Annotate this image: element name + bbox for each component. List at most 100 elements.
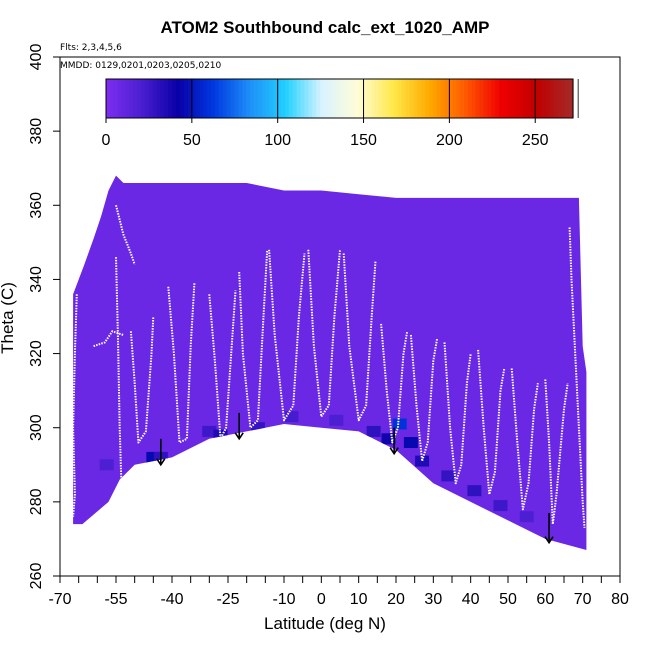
colorbar-swatch — [382, 79, 387, 118]
colorbar-swatch — [397, 79, 403, 118]
arrow-markers — [156, 412, 554, 545]
x-tick-label: 70 — [574, 591, 592, 608]
colorbar-swatch — [304, 79, 309, 118]
arrow-marker — [234, 412, 244, 441]
colorbar-swatch — [211, 79, 216, 118]
colorbar-tick-label: 250 — [522, 132, 549, 149]
colorbar-swatch — [393, 79, 399, 118]
colorbar-swatch — [152, 79, 158, 118]
colorbar-swatch — [327, 79, 333, 118]
colorbar-swatch — [343, 79, 348, 118]
colorbar-swatch — [557, 79, 562, 118]
colorbar-swatch — [191, 79, 197, 118]
colorbar-swatch — [510, 79, 516, 118]
colorbar-swatch — [506, 79, 512, 118]
heatmap-cell — [381, 433, 396, 445]
colorbar-swatch — [483, 79, 488, 118]
heatmap-cell — [441, 470, 456, 482]
colorbar-swatch — [355, 79, 360, 118]
colorbar-swatch — [467, 79, 473, 118]
colorbar-swatch — [432, 79, 438, 118]
heatmap-cell — [329, 414, 344, 426]
colorbar-swatch — [351, 79, 356, 118]
colorbar-swatch — [526, 79, 531, 118]
colorbar-swatch — [553, 79, 559, 118]
colorbar-swatch — [285, 79, 290, 118]
x-tick-label: -40 — [160, 591, 183, 608]
colorbar-swatch — [487, 79, 492, 118]
colorbar-swatch — [456, 79, 461, 118]
colorbar-swatch — [218, 79, 224, 118]
heatmap-cell — [493, 500, 508, 512]
colorbar-swatch — [308, 79, 313, 118]
colorbar-swatch — [409, 79, 415, 118]
colorbar-swatch — [172, 79, 177, 118]
colorbar-swatch — [246, 79, 251, 118]
y-tick-label: 380 — [28, 118, 45, 145]
heatmap-cell — [250, 422, 265, 434]
colorbar-swatch — [565, 79, 570, 118]
colorbar-swatch — [137, 79, 142, 118]
colorbar-swatch — [277, 79, 282, 118]
colorbar-tick-label: 50 — [183, 132, 201, 149]
x-tick-label: 40 — [462, 591, 480, 608]
profile-line — [307, 249, 341, 418]
colorbar-swatch — [339, 79, 344, 118]
colorbar-swatch — [320, 79, 325, 118]
colorbar-swatch — [288, 79, 294, 118]
profile-line — [72, 294, 78, 517]
x-tick-label: 50 — [499, 591, 517, 608]
colorbar-swatch — [440, 79, 446, 118]
flights-annotation: Flts: 2,3,4,5,6 — [60, 43, 122, 53]
colorbar-swatch — [230, 79, 236, 118]
y-tick-label: 260 — [28, 563, 45, 590]
y-tick-label: 400 — [28, 44, 45, 71]
colorbar-swatch — [347, 79, 352, 118]
profile-line — [544, 379, 569, 526]
colorbar-swatch — [541, 79, 547, 118]
profile-line — [129, 316, 155, 444]
axes: -70 -55 -40 -25 -10 0 10 20 30 40 50 60 70 80 260 280 30… — [28, 44, 629, 608]
colorbar-swatch — [160, 79, 165, 118]
colorbar-swatch — [331, 79, 337, 118]
colorbar-swatch — [401, 79, 407, 118]
colorbar-swatch — [109, 79, 115, 118]
x-tick-label: 0 — [317, 591, 326, 608]
colorbar-swatch — [436, 79, 442, 118]
heatmap-cell — [519, 511, 534, 523]
x-tick-label: 80 — [611, 591, 629, 608]
colorbar-swatch — [537, 79, 543, 118]
colorbar-tick-label: 100 — [264, 132, 291, 149]
colorbar-swatch — [479, 79, 485, 118]
profile-line — [342, 253, 377, 422]
colorbar-swatch — [203, 79, 208, 118]
colorbar-swatch — [518, 79, 524, 118]
colorbar-swatch — [549, 79, 555, 118]
dates-annotation: MMDD: 0129,0201,0203,0205,0210 — [60, 61, 222, 71]
profile-line — [167, 283, 196, 444]
colorbar-swatch — [374, 79, 380, 118]
arrow-head — [544, 536, 554, 545]
profile-line — [380, 323, 409, 444]
colorbar-swatch — [421, 79, 426, 118]
colorbar-swatch — [234, 79, 239, 118]
colorbar-swatch — [207, 79, 212, 118]
colorbar-swatch — [335, 79, 341, 118]
colorbar: 0 50 100 150 200 250 — [102, 78, 579, 149]
x-tick-label: 60 — [536, 591, 554, 608]
colorbar-swatch — [366, 79, 372, 118]
colorbar-swatch — [242, 79, 247, 118]
x-tick-label: 20 — [387, 591, 405, 608]
y-tick-label: 320 — [28, 340, 45, 367]
profile-line — [115, 257, 123, 491]
colorbar-swatch — [269, 79, 274, 118]
colorbar-tick-label: 0 — [102, 132, 111, 149]
colorbar-swatch — [292, 79, 298, 118]
colorbar-swatch — [514, 79, 520, 118]
x-tick-label: 30 — [424, 591, 442, 608]
y-tick-label: 300 — [28, 414, 45, 441]
colorbar-swatch — [417, 79, 422, 118]
colorbar-swatch — [125, 79, 130, 118]
x-tick-label: 10 — [350, 591, 368, 608]
